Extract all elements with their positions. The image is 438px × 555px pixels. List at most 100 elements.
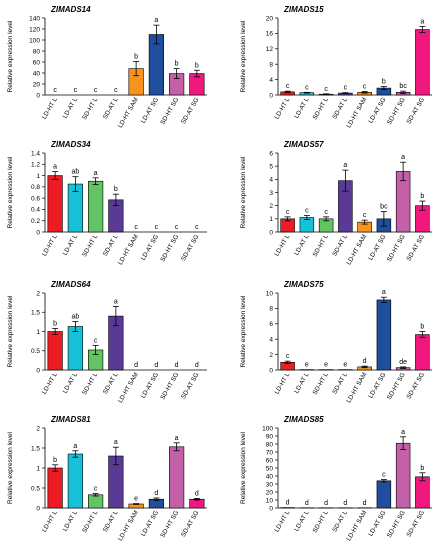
significance-letter: c xyxy=(53,87,57,94)
significance-letter: b xyxy=(382,79,386,86)
significance-letter: a xyxy=(420,18,424,25)
significance-letter: c xyxy=(134,224,138,231)
significance-letter: b xyxy=(134,53,138,60)
bar xyxy=(377,300,391,370)
y-tick-label: 20 xyxy=(33,81,41,88)
significance-letter: b xyxy=(195,62,199,69)
y-tick-label: 2 xyxy=(36,425,40,432)
chart-title: ZlMADS75 xyxy=(283,280,324,289)
significance-letter: e xyxy=(134,496,138,503)
y-tick-label: 1 xyxy=(36,329,40,336)
significance-letter: a xyxy=(401,154,405,161)
significance-letter: c xyxy=(114,87,118,94)
x-tick-label: LD-AT SG xyxy=(140,233,160,261)
chart-title: ZlMADS14 xyxy=(50,5,91,14)
x-tick-label: SD-AT SG xyxy=(405,509,426,538)
significance-letter: a xyxy=(175,435,179,442)
y-tick-label: 10 xyxy=(266,290,274,297)
x-tick-label: SD-AT L xyxy=(331,371,349,395)
x-tick-label: SD-AT SG xyxy=(180,509,201,538)
x-tick-label: LD-AT L xyxy=(293,371,311,395)
y-axis-label: Relative expression level xyxy=(7,156,14,228)
x-tick-label: LD-AT L xyxy=(293,233,311,257)
x-tick-label: LD-AT SG xyxy=(140,371,160,399)
y-tick-label: 20 xyxy=(266,15,274,22)
chart-title: ZlMADS85 xyxy=(283,415,324,424)
y-tick-label: 0.4 xyxy=(31,207,40,214)
significance-letter: e xyxy=(343,362,347,369)
x-tick-label: SD-HT SG xyxy=(159,96,180,126)
significance-letter: c xyxy=(305,84,309,91)
x-tick-label: LD-AT SG xyxy=(367,371,387,399)
x-tick-label: LD-HT L xyxy=(41,371,59,395)
x-tick-label: LD-HT SAM xyxy=(117,372,140,405)
significance-letter: d xyxy=(363,358,367,365)
y-tick-label: 90 xyxy=(266,433,274,440)
x-tick-label: LD-AT L xyxy=(62,233,80,257)
y-tick-label: 80 xyxy=(33,48,41,55)
significance-letter: c xyxy=(324,86,328,93)
x-tick-label: SD-HT SG xyxy=(386,371,407,401)
significance-letter: d xyxy=(154,490,158,497)
y-axis-label: Relative expression level xyxy=(240,156,247,228)
y-tick-label: 8 xyxy=(269,306,273,313)
significance-letter: c xyxy=(94,337,98,344)
significance-letter: d xyxy=(195,362,199,369)
y-tick-label: 0 xyxy=(36,367,40,374)
y-axis-label: Relative expression level xyxy=(7,20,14,92)
x-tick-label: LD-AT L xyxy=(62,371,80,395)
x-tick-label: SD-HT L xyxy=(312,233,330,258)
y-axis-label: Relative expression level xyxy=(240,432,247,504)
y-tick-label: 4 xyxy=(269,177,273,184)
y-axis-label: Relative expression level xyxy=(240,20,247,92)
x-tick-label: SD-HT L xyxy=(81,509,99,534)
x-tick-label: SD-HT L xyxy=(81,371,99,396)
y-tick-label: 60 xyxy=(33,59,41,66)
x-tick-label: LD-HT SAM xyxy=(117,97,140,130)
bar xyxy=(48,176,63,232)
x-tick-label: SD-AT L xyxy=(331,233,349,257)
bar xyxy=(377,481,391,508)
bar xyxy=(169,447,184,508)
x-tick-label: LD-HT L xyxy=(273,371,291,395)
bar xyxy=(88,181,103,232)
y-tick-label: 2 xyxy=(36,290,40,297)
x-tick-label: LD-HT SAM xyxy=(345,97,368,130)
y-tick-label: 2 xyxy=(269,203,273,210)
y-tick-label: 0.5 xyxy=(31,348,40,355)
x-tick-label: SD-HT SG xyxy=(386,96,407,126)
significance-letter: a xyxy=(343,162,347,169)
significance-letter: a xyxy=(154,17,158,24)
y-tick-label: 0 xyxy=(269,367,273,374)
significance-letter: b xyxy=(53,320,57,327)
y-tick-label: 1.5 xyxy=(31,445,40,452)
significance-letter: a xyxy=(94,170,98,177)
significance-letter: ab xyxy=(71,313,79,320)
significance-letter: c xyxy=(195,224,199,231)
significance-letter: c xyxy=(94,87,98,94)
y-tick-label: 100 xyxy=(262,425,273,432)
x-tick-label: SD-HT L xyxy=(312,96,330,121)
x-tick-label: SD-HT L xyxy=(312,509,330,534)
y-tick-label: 8 xyxy=(269,62,273,69)
significance-letter: a xyxy=(114,439,118,446)
bar xyxy=(415,335,429,370)
x-tick-label: LD-AT SG xyxy=(140,509,160,537)
y-tick-label: 5 xyxy=(269,163,273,170)
y-axis-label: Relative expression level xyxy=(7,432,14,504)
significance-letter: c xyxy=(286,353,290,360)
x-tick-label: LD-AT L xyxy=(62,96,80,120)
y-tick-label: 50 xyxy=(266,465,274,472)
x-tick-label: LD-HT SAM xyxy=(345,234,368,267)
chart-title: ZlMADS64 xyxy=(50,280,91,289)
x-tick-label: LD-HT L xyxy=(41,509,59,533)
significance-letter: c xyxy=(286,83,290,90)
y-tick-label: 1.2 xyxy=(31,162,40,169)
chart-title: ZlMADS34 xyxy=(50,140,91,149)
y-tick-label: 0 xyxy=(269,92,273,99)
bar xyxy=(68,326,83,370)
